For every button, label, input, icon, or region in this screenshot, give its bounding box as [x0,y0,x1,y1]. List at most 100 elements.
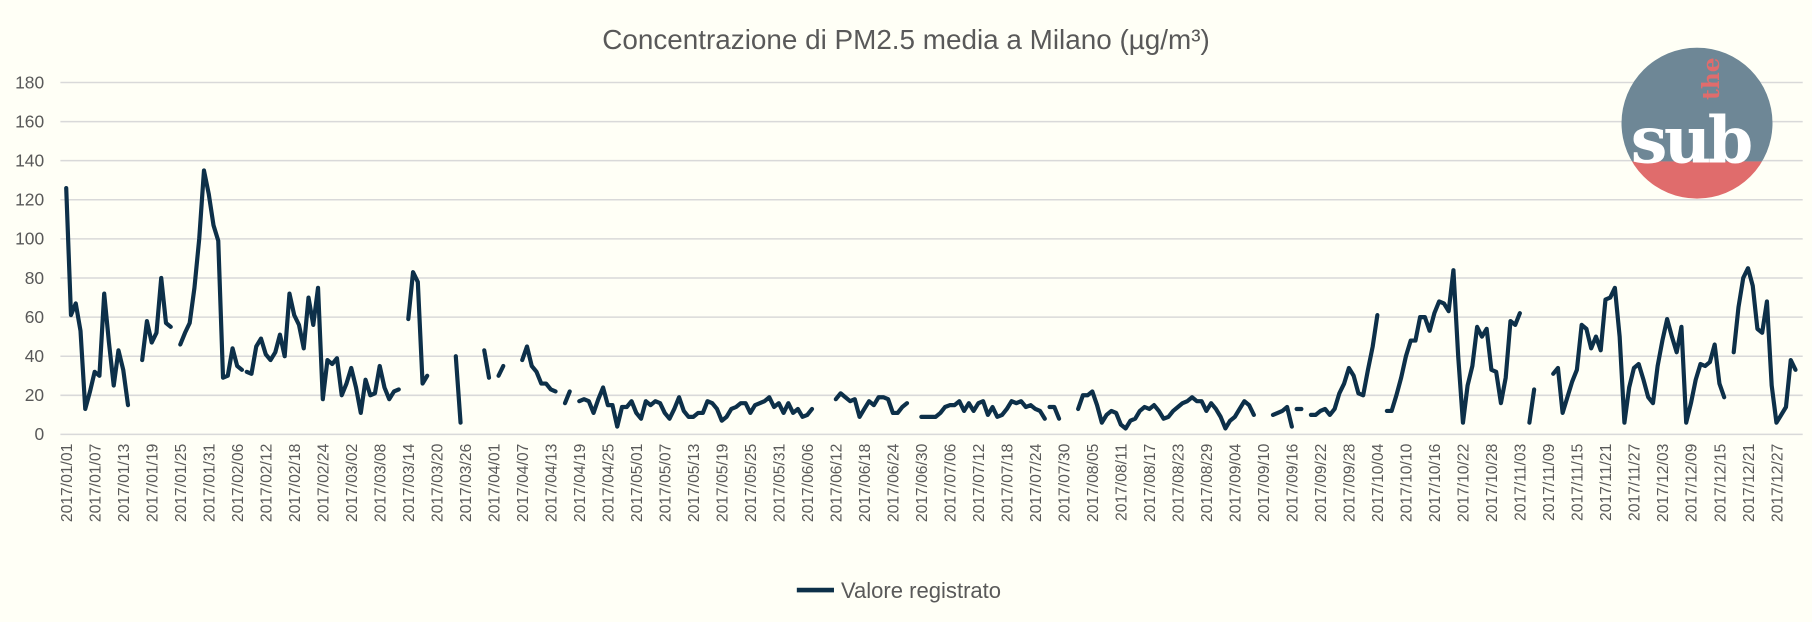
y-tick-label: 60 [25,307,44,327]
x-tick-label: 2017/08/11 [1114,444,1131,521]
series-line-segment [1270,404,1294,429]
x-tick-label: 2017/01/31 [202,444,219,522]
series-valore-registrato [64,168,1798,431]
series-line-segment [453,354,463,425]
series-line-segment [1384,268,1522,425]
x-tick-label: 2017/12/15 [1712,443,1729,522]
series-line-segment [833,391,910,419]
x-tick-label: 2017/04/25 [601,443,618,522]
x-tick-label: 2017/11/15 [1570,443,1587,521]
x-tick-label: 2017/04/01 [487,444,504,522]
x-tick-label: 2017/03/20 [430,443,447,522]
x-tick-label: 2017/08/17 [1142,444,1159,522]
x-tick-label: 2017/02/06 [230,443,247,522]
y-tick-label: 140 [15,150,44,170]
x-tick-label: 2017/09/16 [1285,443,1302,522]
x-tick-label: 2017/09/28 [1342,443,1359,522]
x-tick-label: 2017/02/24 [316,443,333,522]
the-sub-logo: sub the [1621,47,1773,199]
y-tick-label: 100 [15,229,44,249]
series-line-segment [482,348,492,380]
y-tick-label: 120 [15,190,44,210]
legend-label: Valore registrato [841,578,1001,603]
series-line-segment [577,385,815,429]
series-line-segment [1551,285,1727,425]
x-tick-label: 2017/08/05 [1085,443,1102,522]
y-tick-label: 160 [15,111,44,131]
x-tick-label: 2017/01/25 [173,443,190,522]
x-tick-label: 2017/05/19 [715,444,732,522]
y-tick-label: 20 [25,385,44,405]
x-tick-label: 2017/05/13 [686,443,703,522]
y-tick-label: 0 [34,424,44,444]
x-tick-label: 2017/12/09 [1684,444,1701,522]
x-tick-label: 2017/05/31 [772,444,789,522]
x-tick-label: 2017/03/26 [458,443,475,522]
x-tick-label: 2017/08/23 [1171,443,1188,522]
y-tick-label: 180 [15,72,44,92]
x-tick-label: 2017/10/28 [1484,443,1501,522]
x-tick-label: 2017/11/21 [1598,444,1615,521]
x-tick-label: 2017/08/29 [1199,444,1216,522]
x-tick-label: 2017/04/19 [572,444,589,522]
legend: Valore registrato [796,578,1001,603]
x-tick-label: 2017/01/07 [88,444,105,522]
x-tick-label: 2017/03/08 [373,443,390,522]
x-tick-label: 2017/01/01 [59,444,76,522]
x-tick-label: 2017/01/19 [145,444,162,522]
x-tick-label: 2017/07/24 [1028,443,1045,522]
series-line-segment [496,363,506,378]
x-tick-label: 2017/02/12 [259,444,276,522]
logo-text-sub: sub [1631,103,1751,179]
x-tick-label: 2017/12/03 [1655,443,1672,522]
y-axis-ticks: 0 20 40 60 80 100 120 140 160 180 [15,72,44,444]
series-line-segment [64,185,131,412]
x-tick-label: 2017/02/18 [287,443,304,522]
series-line-segment [140,275,173,363]
x-tick-label: 2017/10/04 [1370,443,1387,522]
x-tick-label: 2017/07/30 [1057,443,1074,522]
series-line-segment [1047,404,1062,421]
x-tick-label: 2017/06/18 [857,443,874,522]
x-tick-label: 2017/06/24 [886,443,903,522]
x-axis-ticks: 2017/01/01 2017/01/07 2017/01/13 2017/01/19… [59,443,1786,522]
series-line-segment [520,344,558,394]
series-line-segment [178,168,245,380]
series-line-segment [1308,313,1380,417]
series-line-segment [244,285,401,416]
y-tick-label: 80 [25,268,44,288]
x-tick-label: 2017/05/01 [629,444,646,522]
x-tick-label: 2017/12/21 [1741,444,1758,522]
x-tick-label: 2017/04/07 [515,444,532,522]
x-tick-label: 2017/05/07 [658,444,675,522]
x-tick-label: 2017/07/06 [943,443,960,522]
x-tick-label: 2017/09/10 [1256,443,1273,522]
x-tick-label: 2017/12/27 [1769,444,1786,522]
logo-text-the: the [1698,58,1725,100]
gridlines [60,81,1803,436]
x-tick-label: 2017/10/10 [1399,443,1416,522]
x-tick-label: 2017/06/06 [800,443,817,522]
x-tick-label: 2017/11/09 [1541,444,1558,521]
x-tick-label: 2017/11/27 [1627,444,1644,521]
x-tick-label: 2017/09/22 [1313,444,1330,522]
x-tick-label: 2017/06/30 [914,443,931,522]
series-line-segment [1527,387,1537,425]
x-tick-label: 2017/04/13 [544,443,561,522]
x-tick-label: 2017/11/03 [1513,443,1530,521]
x-tick-label: 2017/07/12 [971,444,988,522]
x-tick-label: 2017/10/16 [1427,443,1444,522]
x-tick-label: 2017/03/14 [401,443,418,522]
series-line-segment [919,399,1047,421]
series-line-segment [1076,389,1256,431]
x-tick-label: 2017/09/04 [1228,443,1245,522]
series-line-segment [406,270,430,386]
chart-title: Concentrazione di PM2.5 media a Milano (… [602,24,1210,55]
x-tick-label: 2017/07/18 [1000,443,1017,522]
x-tick-label: 2017/05/25 [743,443,760,522]
x-tick-label: 2017/10/22 [1456,444,1473,522]
x-tick-label: 2017/01/13 [116,443,133,522]
series-line-segment [562,389,572,406]
x-tick-label: 2017/06/12 [829,444,846,522]
